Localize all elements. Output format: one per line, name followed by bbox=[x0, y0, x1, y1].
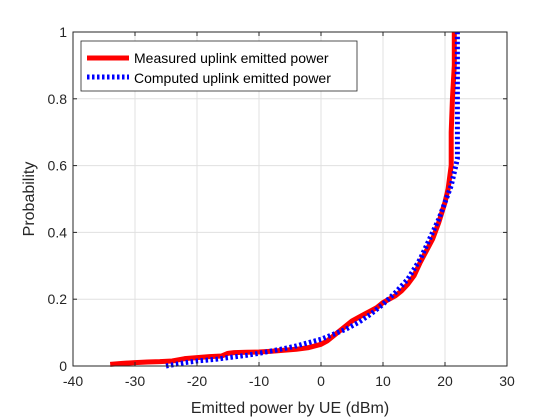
tick-labels: -40 -30 -20 -10 0 10 20 30 0 0.2 0.4 0.6 0.8 1 bbox=[48, 24, 515, 389]
legend-label-computed: Computed uplink emitted power bbox=[134, 70, 331, 86]
x-tick-label: -20 bbox=[187, 373, 207, 389]
x-tick-label: 0 bbox=[317, 373, 325, 389]
measured-series-line bbox=[109, 32, 457, 367]
x-tick-label: 10 bbox=[375, 373, 391, 389]
y-tick-label: 0.4 bbox=[48, 224, 68, 240]
computed-series-line bbox=[165, 32, 460, 369]
x-tick-label: -10 bbox=[249, 373, 269, 389]
y-tick-label: 0.2 bbox=[48, 291, 68, 307]
legend-box bbox=[80, 40, 358, 92]
y-axis-label: Probability bbox=[21, 162, 38, 237]
x-tick-label: -30 bbox=[125, 373, 145, 389]
series-lines bbox=[109, 32, 460, 369]
y-tick-label: 0.8 bbox=[48, 91, 68, 107]
x-axis-label: Emitted power by UE (dBm) bbox=[191, 400, 389, 417]
x-tick-label: 30 bbox=[499, 373, 515, 389]
x-tick-label: 20 bbox=[437, 373, 453, 389]
legend: Measured uplink emitted power Computed u… bbox=[80, 40, 358, 92]
x-tick-label: -40 bbox=[63, 373, 83, 389]
y-tick-label: 0 bbox=[59, 358, 67, 374]
y-tick-label: 0.6 bbox=[48, 158, 68, 174]
tick-marks bbox=[72, 31, 508, 367]
legend-label-measured: Measured uplink emitted power bbox=[134, 50, 329, 66]
plot-frame bbox=[72, 31, 508, 367]
y-tick-label: 1 bbox=[59, 24, 67, 40]
